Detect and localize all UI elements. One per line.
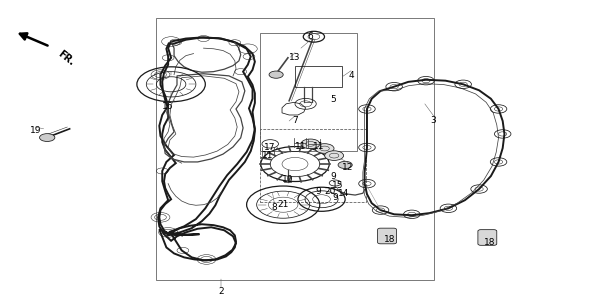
Bar bbox=[260, 33, 357, 150]
Bar bbox=[260, 129, 366, 202]
Text: 12: 12 bbox=[342, 163, 354, 172]
Text: 5: 5 bbox=[330, 95, 336, 104]
Text: 11: 11 bbox=[295, 142, 307, 151]
Text: 21: 21 bbox=[277, 200, 289, 209]
Bar bbox=[156, 18, 434, 280]
Text: 14: 14 bbox=[338, 189, 350, 198]
Text: 8: 8 bbox=[271, 203, 277, 212]
Text: 7: 7 bbox=[292, 116, 298, 125]
Text: 9: 9 bbox=[332, 193, 338, 202]
Text: 9: 9 bbox=[330, 172, 336, 181]
Text: 6: 6 bbox=[307, 32, 313, 41]
Circle shape bbox=[301, 139, 320, 149]
Text: 9: 9 bbox=[316, 187, 322, 196]
Text: FR.: FR. bbox=[56, 49, 76, 68]
Text: 15: 15 bbox=[332, 181, 344, 190]
Circle shape bbox=[40, 134, 55, 141]
Circle shape bbox=[324, 151, 343, 160]
FancyBboxPatch shape bbox=[378, 228, 396, 244]
Text: 10: 10 bbox=[282, 175, 294, 184]
Text: 4: 4 bbox=[348, 71, 354, 80]
Text: 16: 16 bbox=[162, 102, 174, 111]
Text: 17: 17 bbox=[264, 143, 276, 152]
Text: 13: 13 bbox=[289, 53, 301, 62]
Bar bbox=[295, 66, 342, 87]
Text: 19: 19 bbox=[30, 126, 41, 135]
Text: 20: 20 bbox=[324, 187, 336, 196]
Text: 18: 18 bbox=[484, 238, 496, 247]
FancyBboxPatch shape bbox=[478, 230, 497, 245]
Circle shape bbox=[315, 144, 334, 153]
Text: 18: 18 bbox=[384, 235, 395, 244]
Text: 11: 11 bbox=[261, 150, 273, 160]
Circle shape bbox=[269, 71, 283, 78]
Text: 2: 2 bbox=[218, 287, 224, 296]
Text: 3: 3 bbox=[431, 116, 437, 125]
Text: 11: 11 bbox=[313, 142, 324, 151]
Circle shape bbox=[338, 161, 352, 169]
